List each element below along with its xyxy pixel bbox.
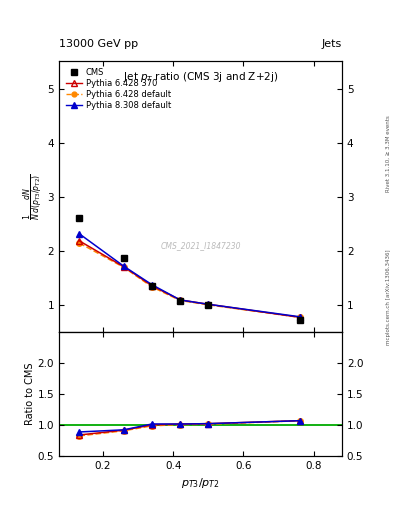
Text: mcplots.cern.ch [arXiv:1306.3436]: mcplots.cern.ch [arXiv:1306.3436] <box>386 249 391 345</box>
Text: 13000 GeV pp: 13000 GeV pp <box>59 38 138 49</box>
Y-axis label: $\frac{1}{N}\frac{dN}{d(p_{T3}/p_{T2})}$: $\frac{1}{N}\frac{dN}{d(p_{T3}/p_{T2})}$ <box>22 174 46 220</box>
Text: Rivet 3.1.10, ≥ 3.3M events: Rivet 3.1.10, ≥ 3.3M events <box>386 115 391 192</box>
Text: Jet $p_T$ ratio (CMS 3j and Z+2j): Jet $p_T$ ratio (CMS 3j and Z+2j) <box>123 70 278 83</box>
Text: Jets: Jets <box>321 38 342 49</box>
Legend: CMS, Pythia 6.428 370, Pythia 6.428 default, Pythia 8.308 default: CMS, Pythia 6.428 370, Pythia 6.428 defa… <box>63 66 173 113</box>
X-axis label: $p_{T3}/p_{T2}$: $p_{T3}/p_{T2}$ <box>181 476 220 490</box>
Y-axis label: Ratio to CMS: Ratio to CMS <box>25 363 35 425</box>
Text: CMS_2021_I1847230: CMS_2021_I1847230 <box>160 241 241 250</box>
